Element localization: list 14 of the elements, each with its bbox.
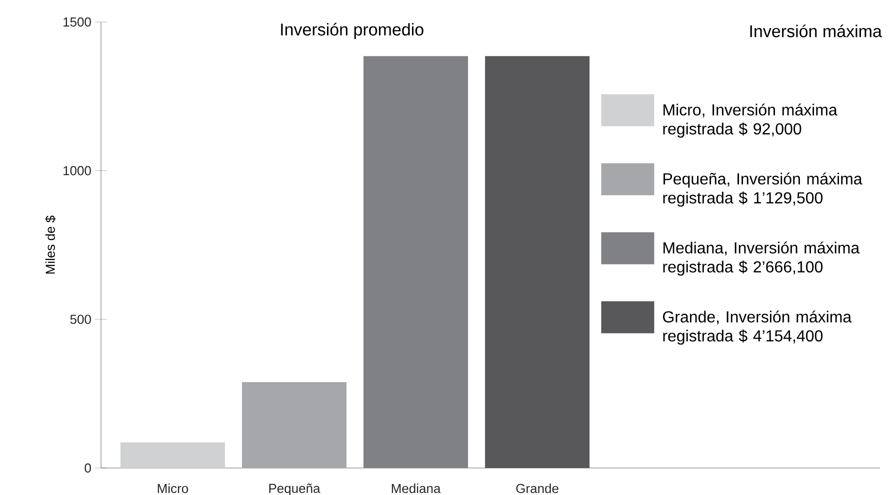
legend-label: Grande, Inversión máxima registrada $ 4’154,400 — [663, 310, 852, 345]
x-tick-label: Grande — [516, 484, 558, 494]
legend-label: Micro, Inversión máxima registrada $ 92,000 — [663, 104, 838, 138]
legend-label: Pequeña, Inversión máxima registrada $ 1’129,500 — [663, 172, 862, 207]
chart-title: Inversión promedio — [281, 22, 424, 39]
y-tick-label: 500 — [70, 314, 91, 324]
y-tick-label: 0 — [84, 463, 91, 473]
y-tick-label: 1500 — [64, 17, 91, 27]
y-tick-label: 1000 — [64, 166, 91, 176]
x-tick-label: Mediana — [392, 484, 441, 494]
legend-label: Mediana, Inversión máxima registrada $ 2’666,100 — [663, 242, 860, 276]
x-tick-label: Micro — [158, 484, 188, 494]
legend-title: Inversión máxima — [750, 24, 882, 38]
y-axis-title: Miles de $ — [45, 216, 56, 274]
